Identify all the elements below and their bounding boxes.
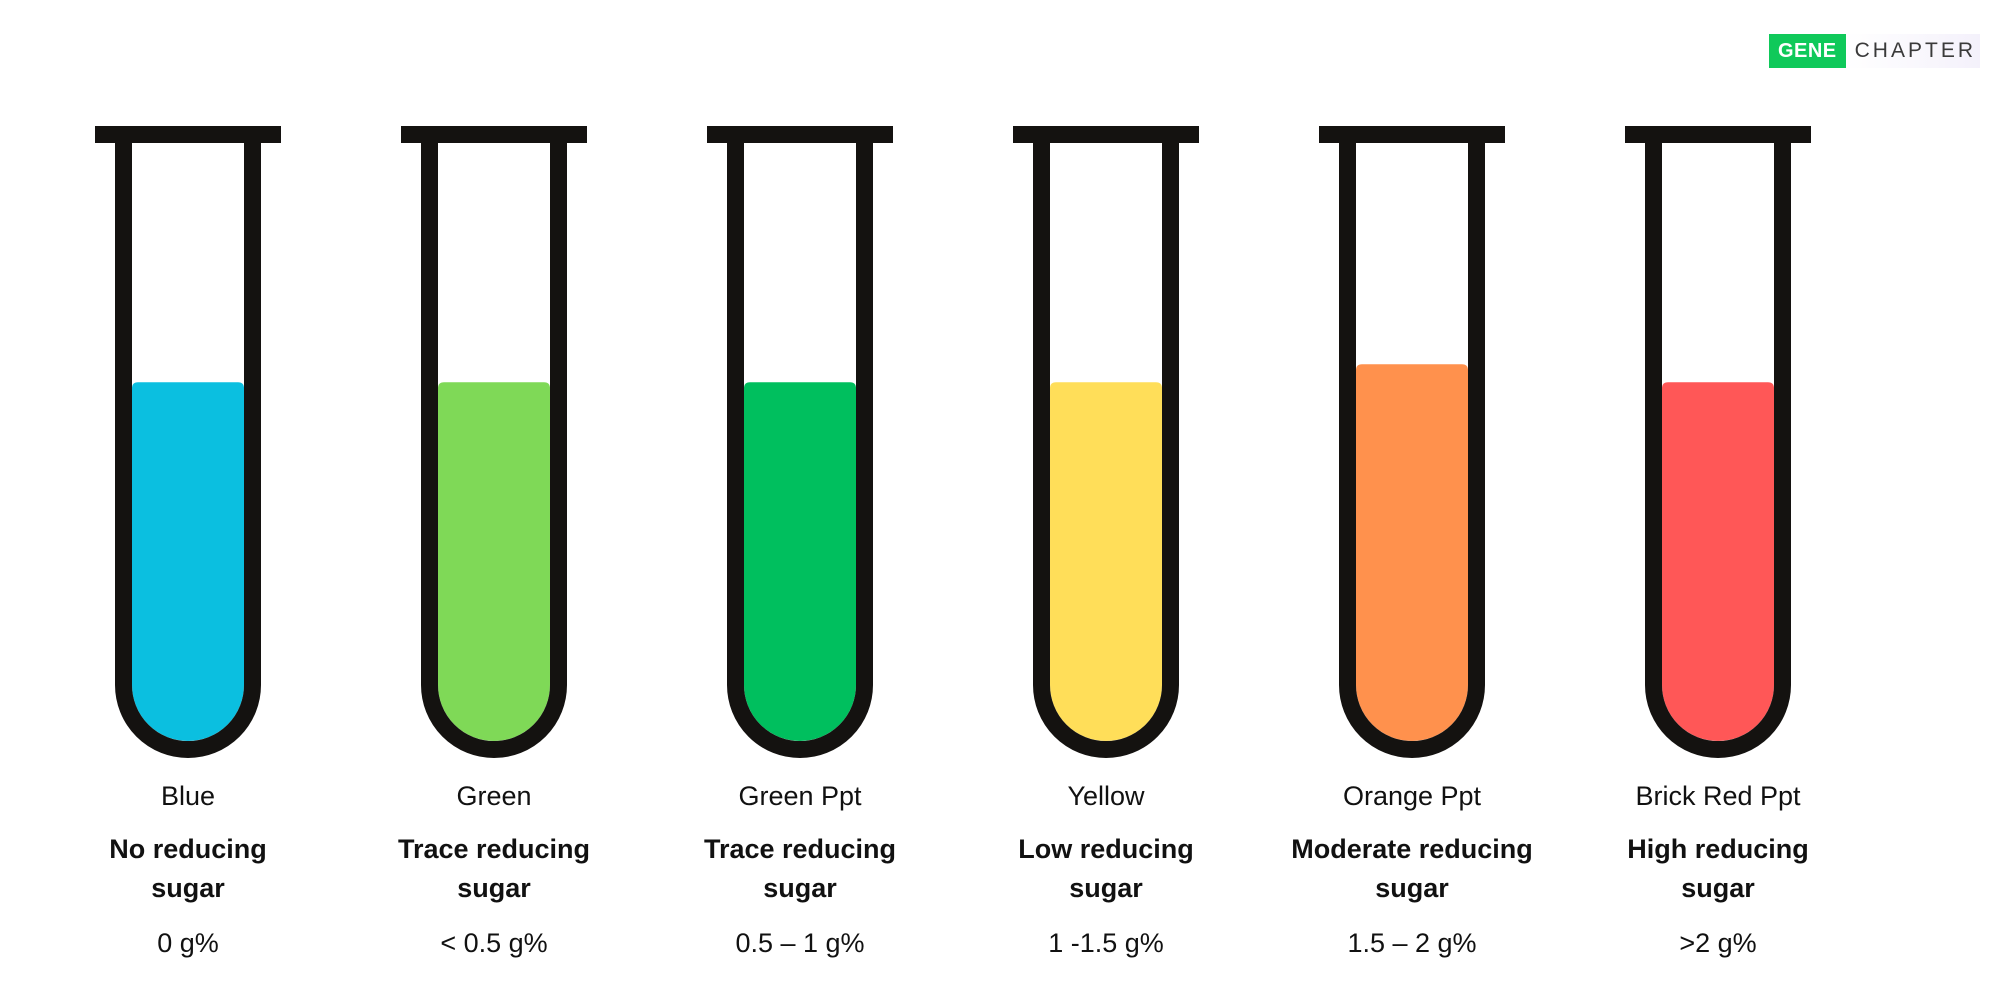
tube-amount: 1 -1.5 g% — [1048, 928, 1164, 958]
tube-liquid — [1356, 364, 1468, 741]
tube-meaning: Trace reducing sugar — [364, 830, 624, 908]
logo-chapter-text: CHAPTER — [1845, 34, 1980, 68]
test-tube — [1625, 126, 1811, 758]
tube-column: Yellow Low reducing sugar 1 -1.5 g% — [976, 0, 1236, 1000]
tube-meaning: Low reducing sugar — [976, 830, 1236, 908]
test-tube — [401, 126, 587, 758]
tube-glass — [115, 143, 261, 758]
tube-meaning-line1: No reducing — [109, 834, 267, 864]
tube-meaning-line2: sugar — [457, 873, 531, 903]
tube-glass — [727, 143, 873, 758]
tube-color-name: Green Ppt — [738, 781, 862, 811]
tube-column: Green Ppt Trace reducing sugar 0.5 – 1 g… — [670, 0, 930, 1000]
tube-rim — [1625, 126, 1811, 143]
tube-meaning-line2: sugar — [1375, 873, 1449, 903]
test-tube — [1319, 126, 1505, 758]
tube-meaning-line2: sugar — [1681, 873, 1755, 903]
tube-rim — [401, 126, 587, 143]
tube-amount: >2 g% — [1679, 928, 1757, 958]
tube-liquid — [1050, 382, 1162, 741]
logo-gene-text: GENE — [1768, 34, 1846, 68]
tube-meaning-line1: Trace reducing — [397, 834, 591, 864]
tube-rim — [95, 126, 281, 143]
tube-meaning-line2: sugar — [1069, 873, 1143, 903]
tube-meaning: Trace reducing sugar — [670, 830, 930, 908]
tube-column: Green Trace reducing sugar < 0.5 g% — [364, 0, 624, 1000]
tube-meaning-line1: Moderate reducing — [1291, 834, 1533, 864]
tube-meaning-line1: High reducing — [1627, 834, 1809, 864]
test-tube — [1013, 126, 1199, 758]
tube-liquid — [744, 382, 856, 741]
test-tube — [707, 126, 893, 758]
tube-color-name: Yellow — [1067, 781, 1145, 811]
tube-color-name: Orange Ppt — [1342, 781, 1482, 811]
gene-chapter-logo: GENE CHAPTER — [1768, 34, 1980, 68]
test-tube — [95, 126, 281, 758]
tube-glass — [1339, 143, 1485, 758]
tube-amount: 1.5 – 2 g% — [1347, 928, 1477, 958]
tube-rim — [1013, 126, 1199, 143]
tube-glass — [1645, 143, 1791, 758]
tube-amount: 0.5 – 1 g% — [735, 928, 865, 958]
tube-meaning-line2: sugar — [151, 873, 225, 903]
tube-color-name: Brick Red Ppt — [1635, 781, 1801, 811]
tube-meaning-line2: sugar — [763, 873, 837, 903]
tube-meaning: Moderate reducing sugar — [1282, 830, 1542, 908]
tube-glass — [421, 143, 567, 758]
tube-meaning: High reducing sugar — [1588, 830, 1848, 908]
tube-glass — [1033, 143, 1179, 758]
tube-liquid — [132, 382, 244, 741]
tube-color-name: Blue — [160, 781, 216, 811]
tube-meaning-line1: Low reducing — [1018, 834, 1194, 864]
tube-rim — [1319, 126, 1505, 143]
tube-meaning: No reducing sugar — [58, 830, 318, 908]
tube-color-name: Green — [456, 781, 532, 811]
tube-liquid — [1662, 382, 1774, 741]
tube-rim — [707, 126, 893, 143]
tube-amount: < 0.5 g% — [440, 928, 548, 958]
tube-amount: 0 g% — [157, 928, 219, 958]
tube-meaning-line1: Trace reducing — [703, 834, 897, 864]
tube-column: Blue No reducing sugar 0 g% — [58, 0, 318, 1000]
tube-liquid — [438, 382, 550, 741]
tube-column: Brick Red Ppt High reducing sugar >2 g% — [1588, 0, 1848, 1000]
tube-column: Orange Ppt Moderate reducing sugar 1.5 –… — [1282, 0, 1542, 1000]
